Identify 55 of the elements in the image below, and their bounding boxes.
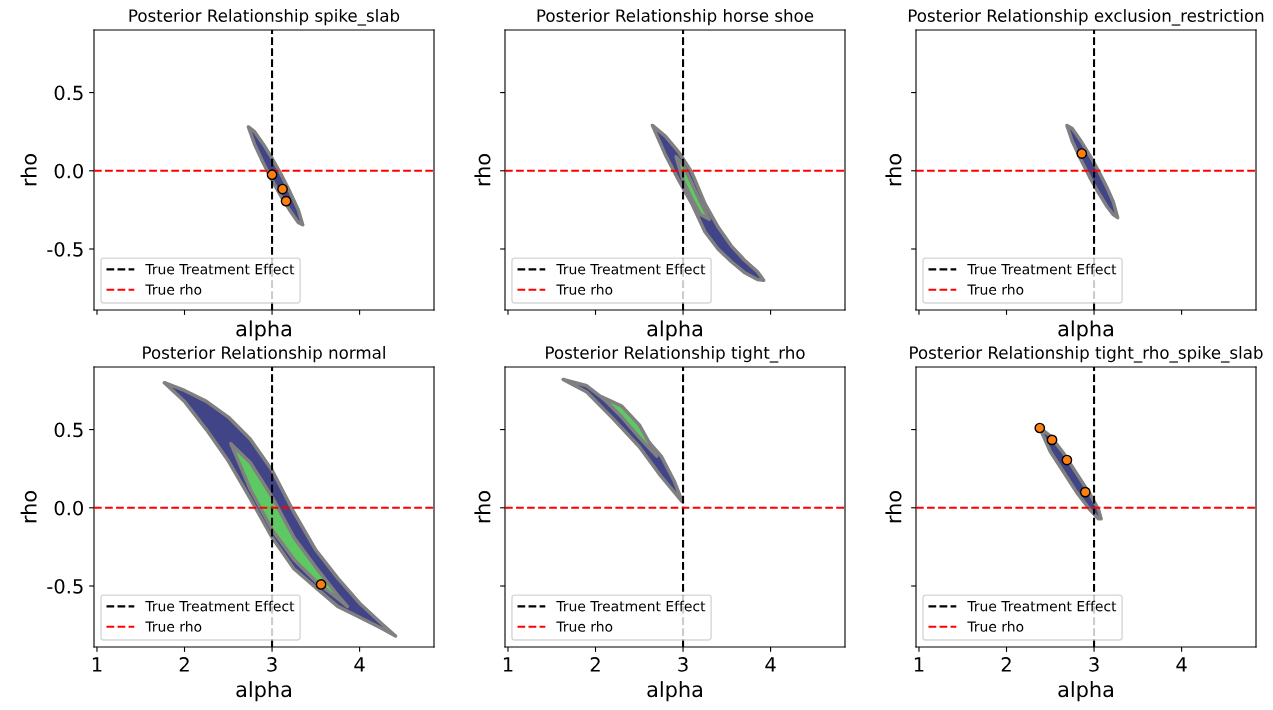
legend-label: True rho [967,621,1024,632]
point [277,183,288,195]
ref-line-label: True Treatment Effect [145,600,295,612]
x-tick-label: 1 [503,657,513,672]
chart-title: Posterior Relationship exclusion_restriction [908,9,1264,26]
ref-line-label: True Treatment Effect [145,263,295,275]
chart-title: Posterior Relationship normal [143,346,385,363]
y-axis-title: rho [474,491,491,523]
legend-label: True rho [556,284,613,295]
ref-line-label: True Treatment Effect [967,263,1117,275]
chart-title: Posterior Relationship tight_rho [546,346,805,363]
point [1061,454,1073,466]
x-tick-label: 4 [1176,657,1187,672]
chart-title: Posterior Relationship horse shoe [537,9,814,26]
x-axis-title: alpha [236,320,291,341]
y-axis-title: rho [885,491,902,523]
legend-label: True rho [145,621,202,632]
x-axis-title: alpha [1058,681,1113,702]
y-axis-title: rho [20,154,37,186]
point [266,169,278,181]
x-tick-label: 2 [179,657,189,672]
x-tick-label: 4 [354,657,365,672]
y-tick-label: -0.5 [47,578,83,594]
y-axis-title: rho [885,154,902,186]
point [280,195,292,207]
y-axis-title: rho [20,491,37,523]
x-tick-label: 2 [1001,657,1011,672]
x-tick-label: 2 [590,657,600,672]
x-tick-label: 3 [678,657,688,672]
point [1079,486,1091,498]
x-tick-label: 1 [92,657,102,672]
ref-line-label: True Treatment Effect [556,263,706,275]
point [1034,422,1046,434]
x-tick-label: 3 [267,657,277,672]
y-axis-title: rho [474,154,491,186]
chart-title: Posterior Relationship spike_slab [129,9,400,26]
y-tick-label: 0.5 [54,422,83,438]
x-axis-title: alpha [236,681,291,702]
x-tick-label: 3 [1089,657,1099,672]
x-axis-title: alpha [1058,320,1113,341]
ref-line-label: True Treatment Effect [556,600,706,612]
x-tick-label: 1 [914,657,924,672]
y-tick-label: 0.5 [54,85,83,101]
legend-label: True rho [556,621,613,632]
legend-label: True rho [145,284,202,295]
legend-label: True rho [967,284,1024,295]
y-tick-label: 0.0 [54,500,83,516]
y-tick-label: -0.5 [47,241,83,257]
ref-line-label: True Treatment Effect [967,600,1117,612]
x-axis-title: alpha [647,681,702,702]
point [1046,434,1058,446]
x-tick-label: 4 [765,657,776,672]
chart-title: Posterior Relationship tight_rho_spike_slab [910,346,1263,363]
y-tick-label: 0.0 [54,163,83,179]
x-axis-title: alpha [647,320,702,341]
